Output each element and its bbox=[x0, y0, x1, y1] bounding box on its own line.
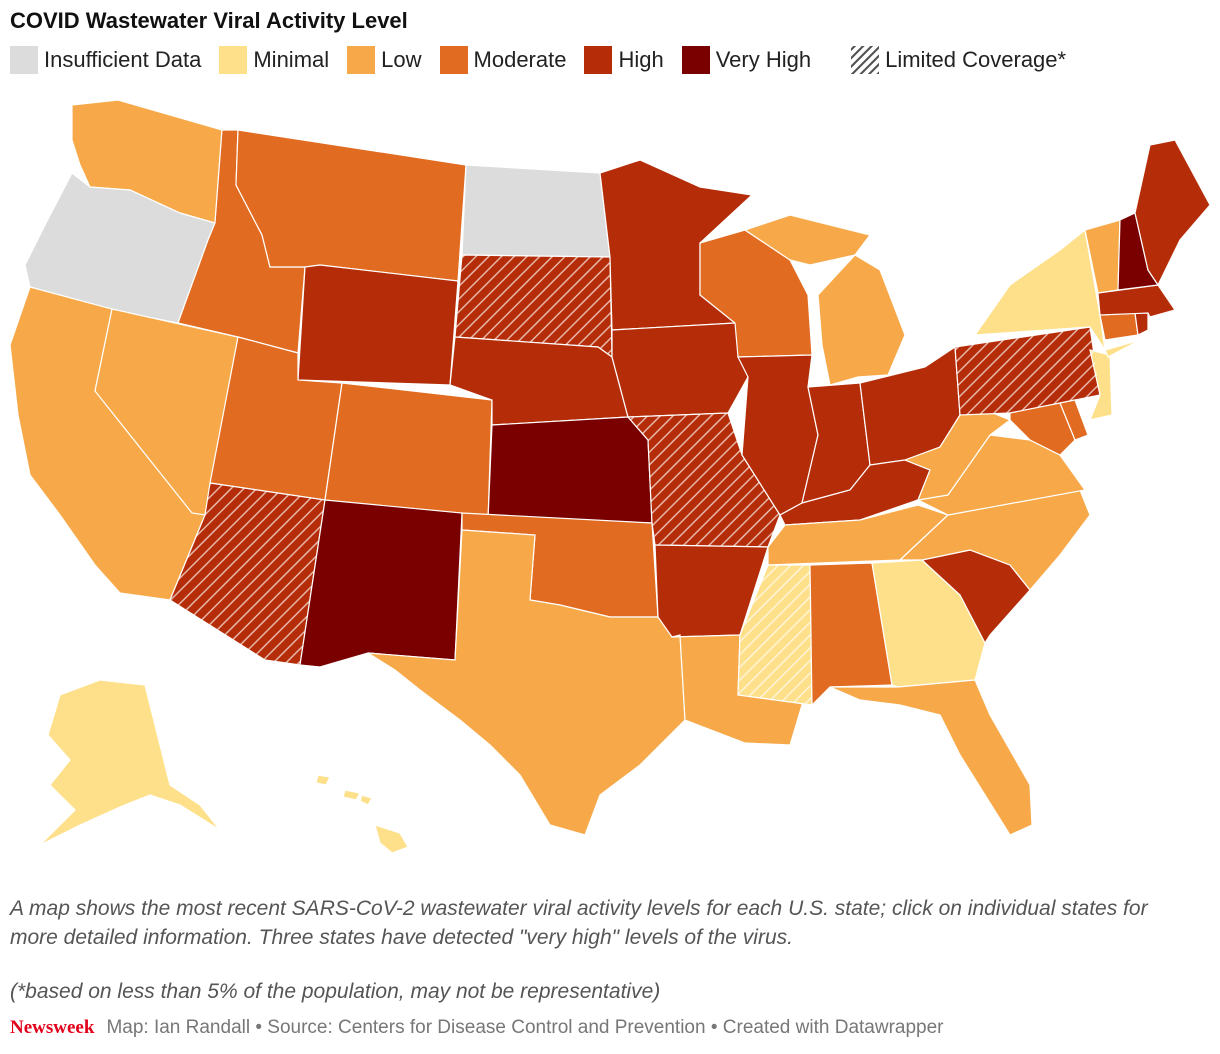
state-mt[interactable] bbox=[235, 129, 467, 282]
legend-swatch bbox=[10, 46, 38, 74]
state-wv[interactable] bbox=[903, 409, 1012, 501]
legend-item-insufficient[interactable]: Insufficient Data bbox=[10, 46, 201, 74]
newsweek-logo[interactable]: Newsweek bbox=[10, 1017, 95, 1038]
legend-swatch bbox=[347, 46, 376, 74]
footnote: (*based on less than 5% of the populatio… bbox=[10, 980, 661, 1003]
legend-item-moderate[interactable]: Moderate bbox=[439, 46, 567, 74]
us-map bbox=[9, 99, 1211, 854]
state-hi[interactable] bbox=[374, 824, 409, 854]
footer: Newsweek Map: Ian Randall • Source: Cent… bbox=[10, 1017, 944, 1039]
state-hi-islands[interactable] bbox=[315, 774, 373, 806]
state-wy[interactable] bbox=[297, 264, 459, 386]
state-me[interactable] bbox=[1134, 139, 1211, 287]
legend-item-high[interactable]: High bbox=[584, 46, 664, 74]
state-ct[interactable] bbox=[1099, 312, 1139, 341]
state-mi-upper[interactable] bbox=[743, 214, 872, 266]
state-nd[interactable] bbox=[461, 164, 611, 258]
legend-label: Very High bbox=[715, 47, 812, 72]
legend-label: Minimal bbox=[253, 47, 330, 72]
legend-label: High bbox=[618, 47, 664, 72]
state-fl[interactable] bbox=[829, 679, 1033, 836]
state-ak[interactable] bbox=[39, 679, 221, 846]
state-ri[interactable] bbox=[1134, 312, 1149, 336]
state-tx[interactable] bbox=[367, 529, 686, 836]
legend-label: Moderate bbox=[473, 47, 567, 72]
legend-item-very-high[interactable]: Very High bbox=[681, 46, 812, 74]
legend-label: Limited Coverage* bbox=[885, 47, 1067, 72]
map-caption: A map shows the most recent SARS-CoV-2 w… bbox=[10, 897, 1148, 949]
legend-swatch bbox=[681, 46, 710, 74]
legend: Insufficient Data Minimal Low Moderate H… bbox=[10, 46, 1084, 74]
legend-item-limited-coverage[interactable]: Limited Coverage* bbox=[851, 46, 1066, 74]
state-ia[interactable] bbox=[611, 322, 749, 418]
state-mi[interactable] bbox=[817, 254, 906, 386]
legend-label: Low bbox=[381, 47, 422, 72]
map-title: COVID Wastewater Viral Activity Level bbox=[10, 8, 408, 33]
state-co[interactable] bbox=[324, 382, 493, 521]
legend-item-low[interactable]: Low bbox=[347, 46, 422, 74]
source-credits: Map: Ian Randall • Source: Centers for D… bbox=[106, 1017, 944, 1038]
legend-label: Insufficient Data bbox=[44, 47, 202, 72]
state-nm[interactable] bbox=[299, 499, 463, 668]
state-ks[interactable] bbox=[487, 416, 653, 524]
legend-swatch bbox=[219, 46, 248, 74]
legend-swatch bbox=[584, 46, 613, 74]
state-pa[interactable] bbox=[954, 326, 1101, 416]
state-ny-li[interactable] bbox=[1104, 339, 1141, 358]
legend-swatch bbox=[439, 46, 468, 74]
legend-item-minimal[interactable]: Minimal bbox=[219, 46, 329, 74]
hatch-pattern-icon bbox=[851, 46, 880, 74]
